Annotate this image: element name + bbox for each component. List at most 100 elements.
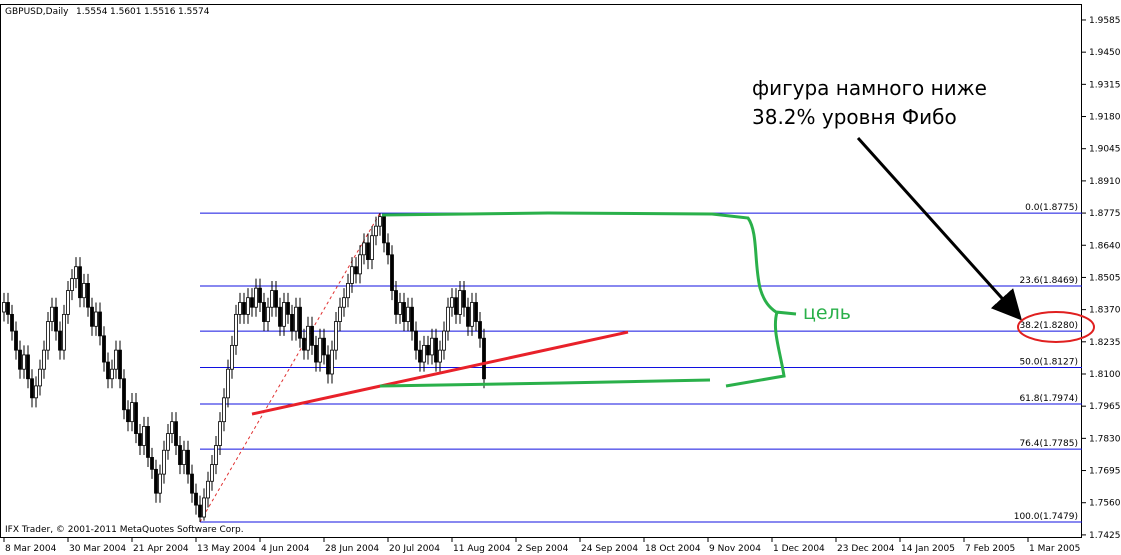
candle-body: [182, 449, 186, 465]
fibo-label: 23.6(1.8469): [1019, 276, 1078, 286]
highlight-ellipse: [1017, 311, 1095, 343]
candle-body: [130, 402, 134, 423]
marks: 1.9585 1.9450 1.9315 1.9180 1.9045 1.8910 1.87…: [2, 16, 1121, 554]
footer: IFX Trader, © 2001-2011 MetaQuotes Softw…: [5, 525, 244, 535]
candle-body: [470, 302, 474, 327]
candle-body: [442, 330, 446, 351]
candle-body: [394, 290, 398, 315]
candle-body: [198, 504, 202, 518]
candle-body: [466, 306, 470, 327]
candle-body: [122, 378, 126, 411]
candle-body: [110, 368, 114, 380]
candle-body: [262, 302, 266, 322]
candle-body: [398, 302, 402, 315]
candle-body: [10, 313, 14, 332]
x-tick-label: 2 Sep 2004: [517, 544, 569, 554]
y-tick-label: 1.9045: [1089, 145, 1121, 155]
candle-body: [118, 349, 122, 380]
candle-body: [106, 361, 110, 380]
candle-body: [146, 426, 150, 458]
fibo-label: 0.0(1.8775): [1025, 203, 1078, 213]
arrow: [856, 136, 1023, 321]
candle-body: [386, 242, 390, 256]
candle-body: [446, 306, 450, 332]
candle-body: [246, 297, 250, 315]
x-tick-label: 23 Dec 2004: [837, 544, 895, 554]
candle-body: [134, 402, 138, 434]
candle-body: [218, 421, 222, 446]
fibo-label: 76.4(1.7785): [1019, 439, 1078, 449]
candle-body: [210, 464, 214, 482]
y-tick-label: 1.8100: [1089, 370, 1121, 380]
candle-body: [374, 225, 378, 237]
candle-body: [422, 344, 426, 363]
candle-body: [18, 349, 22, 370]
candle-body: [370, 235, 374, 260]
candle-body: [414, 330, 418, 351]
candle-body: [250, 297, 254, 308]
y-tick-label: 1.8640: [1089, 241, 1121, 251]
y-tick-label: 1.8505: [1089, 273, 1121, 283]
x-tick-label: 28 Jun 2004: [325, 544, 379, 554]
candle-body: [330, 349, 334, 375]
candle-body: [286, 302, 290, 315]
x-tick-label: 20 Jul 2004: [389, 544, 440, 554]
candle-body: [214, 445, 218, 465]
candle-body: [478, 321, 482, 339]
candle-body: [290, 313, 294, 332]
candle-body: [270, 290, 274, 308]
fibo-label: 61.8(1.7974): [1019, 394, 1078, 404]
candle-body: [54, 306, 58, 332]
candle-body: [26, 354, 30, 380]
candle-body: [338, 306, 342, 322]
fibo-label: 100.0(1.7479): [1014, 512, 1078, 522]
candle-body: [238, 302, 242, 315]
candle-body: [458, 290, 462, 315]
x-tick-label: 13 May 2004: [197, 544, 256, 554]
candle-body: [34, 385, 38, 399]
target-label: цель: [803, 302, 851, 324]
candle-body: [62, 313, 66, 351]
candle-body: [474, 302, 478, 322]
y-tick-label: 1.9315: [1089, 80, 1121, 90]
candle-body: [178, 445, 182, 465]
candle-body: [322, 337, 326, 356]
candle-body: [186, 449, 190, 475]
candle-body: [362, 242, 366, 256]
y-tick-label: 1.7830: [1089, 434, 1121, 444]
candle-body: [194, 492, 198, 506]
candle-body: [282, 302, 286, 327]
candle-body: [82, 282, 86, 299]
annotation-line: фигура намного ниже: [752, 76, 987, 100]
y-tick-label: 1.8370: [1089, 306, 1121, 316]
x-tick-label: 18 Oct 2004: [645, 544, 701, 554]
candle-body: [274, 290, 278, 308]
candle-body: [158, 473, 162, 494]
candle-body: [350, 266, 354, 284]
y-tick-label: 1.8235: [1089, 338, 1121, 348]
y-tick-label: 1.8910: [1089, 177, 1121, 187]
fibo-label: 50.0(1.8127): [1019, 358, 1078, 368]
x-tick-label: 11 Aug 2004: [453, 544, 511, 554]
candle-body: [342, 297, 346, 308]
candle-body: [454, 297, 458, 315]
y-tick-label: 1.7425: [1089, 531, 1121, 541]
candle-body: [410, 306, 414, 332]
candle-body: [226, 368, 230, 399]
y-tick-label: 1.9585: [1089, 16, 1121, 26]
x-tick-label: 14 Jan 2005: [901, 544, 955, 554]
candle-body: [50, 306, 54, 322]
candle-body: [86, 282, 90, 308]
candle-body: [70, 278, 74, 291]
candle-body: [58, 330, 62, 351]
candle-body: [242, 302, 246, 315]
candle-body: [30, 378, 34, 399]
candle-body: [302, 337, 306, 351]
x-tick-label: 1 Mar 2005: [1029, 544, 1080, 554]
annotation-line: 38.2% уровня Фибо: [752, 105, 957, 129]
candle-body: [366, 242, 370, 260]
x-tick-label: 30 Mar 2004: [69, 544, 126, 554]
candle-body: [126, 409, 130, 423]
trendline: [251, 330, 629, 416]
candle-body: [38, 368, 42, 387]
